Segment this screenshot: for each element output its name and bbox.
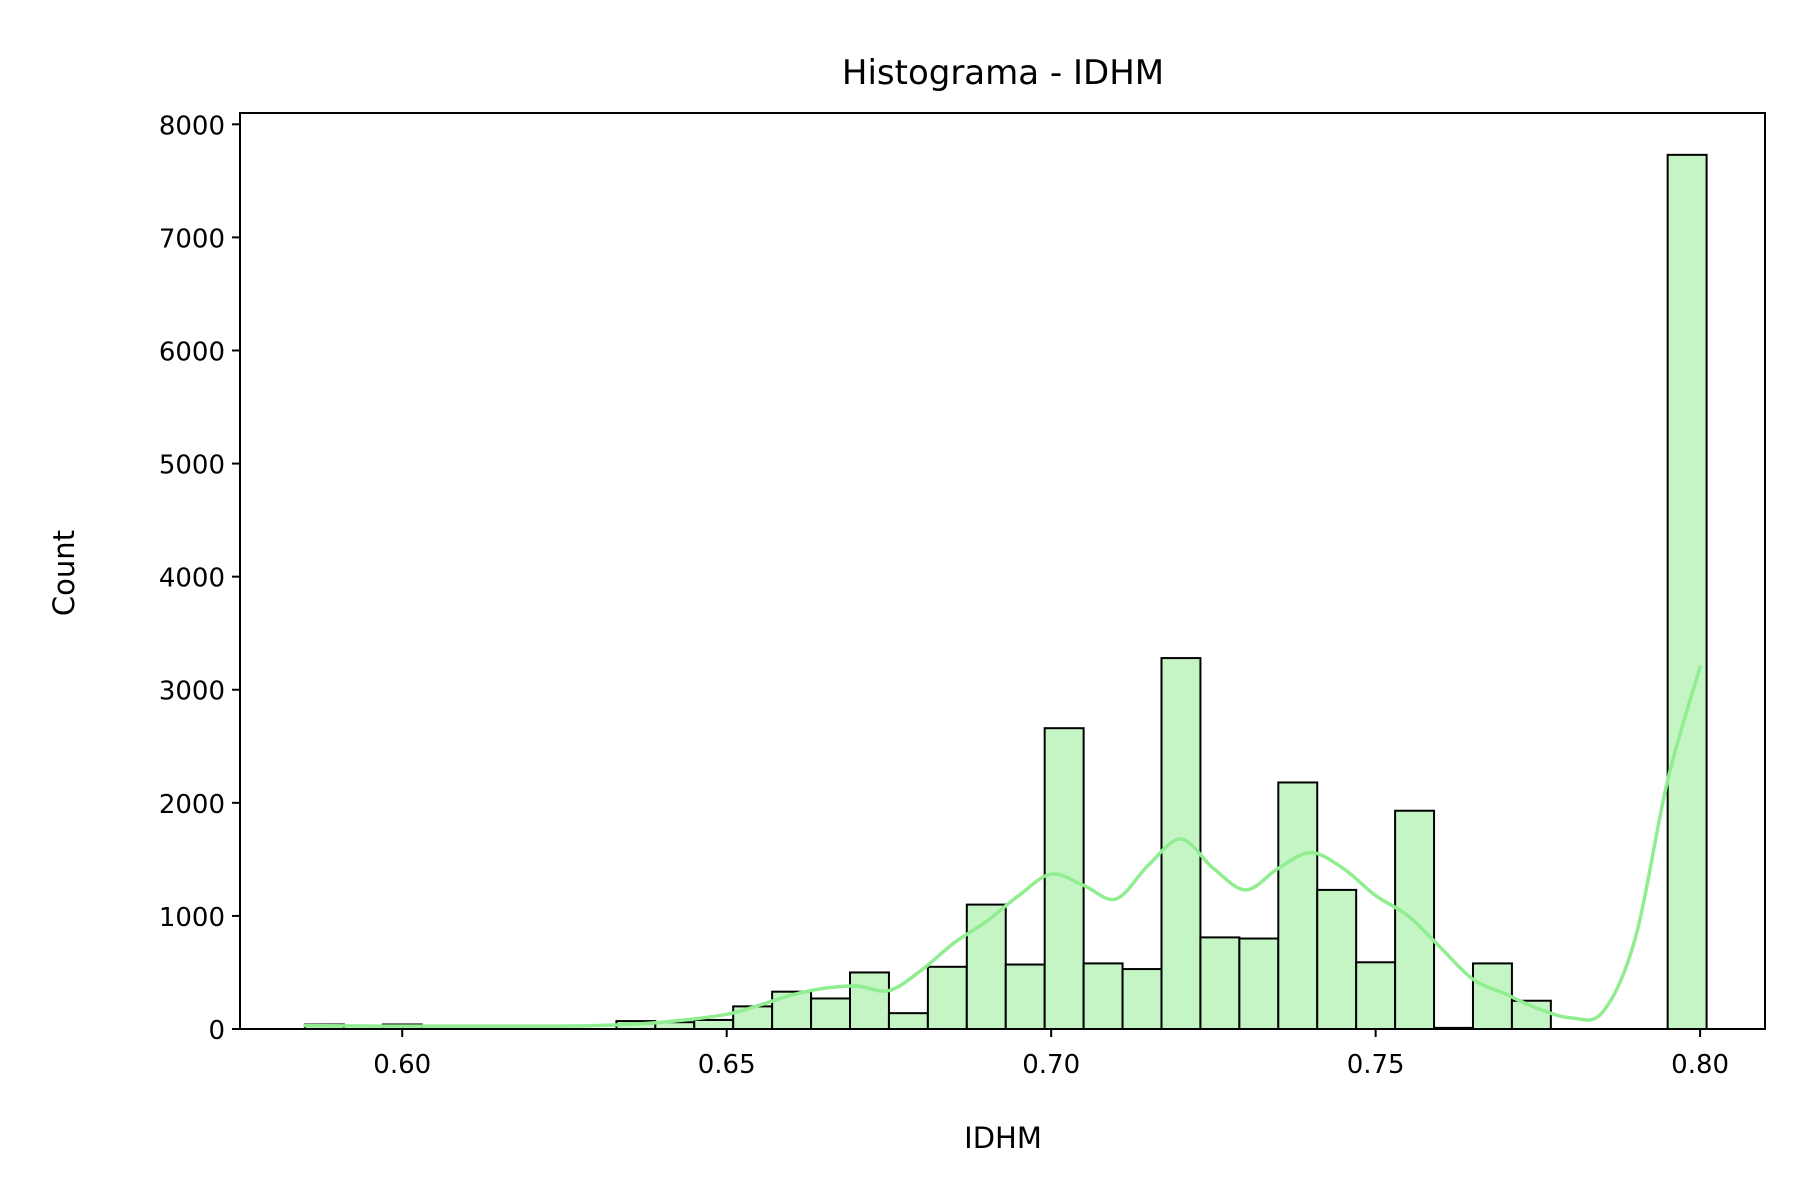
histogram-bar [771,990,813,1030]
chart-title: Histograma - IDHM [842,53,1164,93]
histogram-bar [1316,888,1358,1031]
x-tick-label: 0.60 [373,1050,431,1080]
y-tick-label: 2000 [159,790,225,820]
y-tick-label: 8000 [159,111,225,141]
histogram-bar [693,1018,735,1031]
x-tick-label: 0.75 [1347,1050,1405,1080]
histogram-bar [810,997,851,1030]
histogram-bar [1082,962,1124,1030]
histogram-bar [1043,727,1085,1030]
y-tick-label: 7000 [159,224,225,254]
histogram-bar [1121,968,1163,1030]
histogram-bar [849,971,890,1031]
x-tick-label: 0.65 [698,1050,756,1080]
histogram-bar [1355,961,1397,1031]
kde-line [303,665,1702,1028]
x-tick-label: 0.80 [1671,1050,1729,1080]
y-tick-label: 1000 [159,903,225,933]
histogram-bar [1666,153,1708,1030]
y-tick-label: 4000 [159,564,225,594]
histogram-bar [1199,936,1241,1031]
histogram-bar [1004,963,1046,1030]
histogram-bar [887,1012,929,1030]
x-axis-label: IDHM [964,1121,1042,1155]
y-tick-label: 5000 [159,451,225,481]
y-tick-label: 6000 [159,337,225,367]
histogram-bar [926,965,968,1030]
x-axis-ticks: 0.60 0.65 0.70 0.75 0.80 [373,1029,1729,1080]
y-tick-label: 3000 [159,677,225,707]
y-axis-ticks: 0 1000 2000 3000 4000 5000 6000 7000 8000 [159,111,240,1046]
histogram-bar [1238,937,1280,1031]
x-tick-label: 0.70 [1022,1050,1080,1080]
plot-frame [239,112,1766,1030]
histogram-bar [1277,781,1319,1030]
y-tick-label: 0 [208,1016,225,1046]
y-axis-label: Count [47,530,81,616]
histogram-bar [1471,962,1513,1030]
